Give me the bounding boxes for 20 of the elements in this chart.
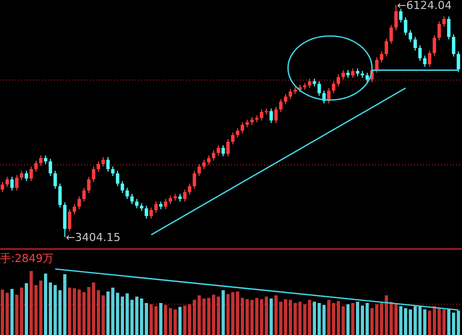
bar: [428, 310, 432, 335]
bar: [351, 303, 354, 335]
annotation: ←6124.04: [397, 0, 452, 12]
bar: [264, 296, 268, 335]
bar: [10, 288, 14, 335]
bar: [144, 303, 148, 335]
bar: [456, 310, 460, 335]
bar: [356, 302, 360, 335]
bar: [159, 303, 162, 335]
bar: [178, 306, 182, 335]
bar: [164, 304, 168, 335]
bar: [68, 288, 72, 335]
bar: [346, 304, 350, 335]
annotation: ←3404.15: [66, 231, 121, 244]
bar: [24, 283, 28, 335]
bar: [216, 296, 220, 335]
bar: [222, 290, 225, 335]
text: 手:2849万: [0, 252, 54, 265]
bar: [44, 274, 48, 335]
bar: [270, 298, 273, 335]
